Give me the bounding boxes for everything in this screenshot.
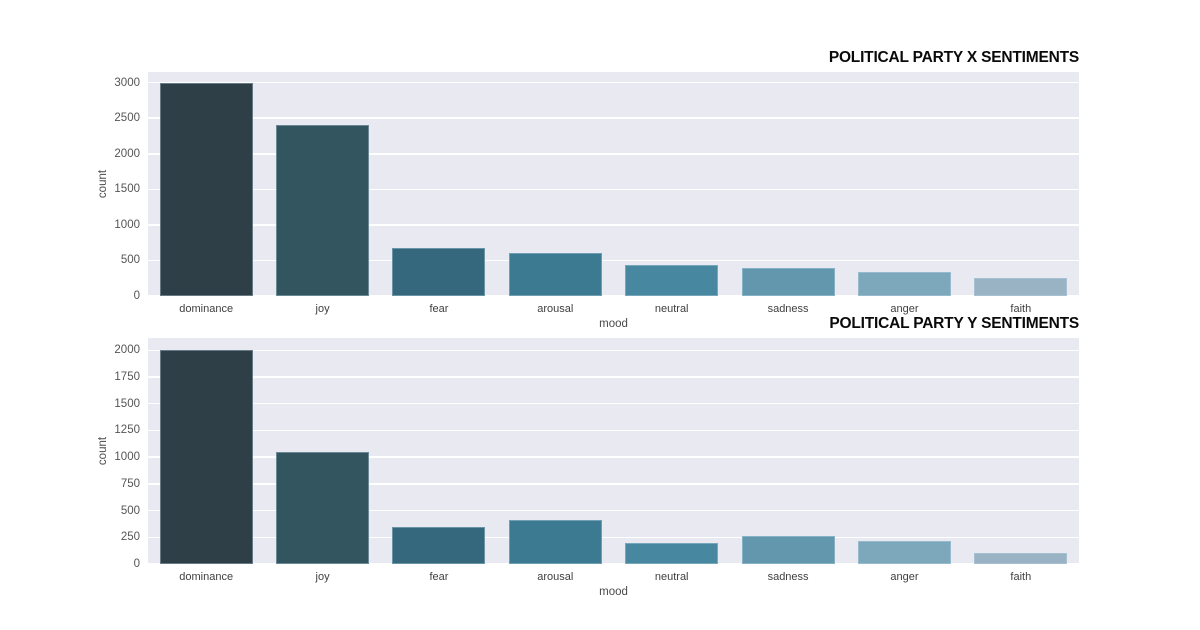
bar-joy bbox=[276, 125, 370, 296]
y-tick-label: 750 bbox=[120, 477, 140, 490]
plot-area-party-x: POLITICAL PARTY X SENTIMENTS count mood … bbox=[97, 49, 1079, 330]
gridline bbox=[148, 509, 1079, 512]
gridline bbox=[148, 81, 1079, 84]
x-tick-label: faith bbox=[1010, 571, 1032, 583]
gridline bbox=[148, 295, 1079, 297]
y-tick-label: 2500 bbox=[114, 112, 140, 125]
y-tick-label: 1000 bbox=[114, 218, 140, 231]
x-axis-label-mood: mood bbox=[599, 586, 628, 598]
gridline bbox=[148, 483, 1079, 485]
x-tick-label: sadness bbox=[767, 303, 809, 315]
y-tick-label: 1500 bbox=[114, 397, 140, 410]
y-axis-label-count: count bbox=[97, 436, 109, 466]
gridline bbox=[148, 188, 1079, 191]
gridline bbox=[148, 429, 1079, 432]
x-tick-label: joy bbox=[315, 571, 330, 583]
bar-neutral bbox=[625, 264, 719, 296]
bar-arousal bbox=[508, 252, 602, 296]
gridline bbox=[148, 349, 1079, 352]
bar-anger bbox=[857, 540, 951, 564]
y-tick-label: 1500 bbox=[114, 183, 140, 196]
x-tick-label: joy bbox=[315, 303, 330, 315]
gridline bbox=[148, 456, 1079, 458]
gridline bbox=[148, 402, 1079, 405]
gridline bbox=[148, 153, 1079, 155]
x-axis-label-mood: mood bbox=[599, 318, 628, 330]
bar-dominance bbox=[159, 350, 253, 564]
y-tick-label: 0 bbox=[133, 558, 140, 570]
y-tick-label: 1250 bbox=[114, 424, 140, 437]
bar-arousal bbox=[508, 519, 602, 564]
y-tick-label: 1750 bbox=[114, 371, 140, 384]
x-tick-label: arousal bbox=[537, 303, 574, 315]
x-tick-label: anger bbox=[890, 571, 919, 583]
x-tick-label: anger bbox=[890, 303, 919, 315]
x-tick-label: neutral bbox=[654, 571, 689, 583]
bar-sadness bbox=[741, 267, 835, 296]
y-tick-label: 2000 bbox=[114, 344, 140, 357]
gridline bbox=[148, 536, 1079, 539]
bar-dominance bbox=[159, 82, 253, 296]
bar-fear bbox=[392, 248, 486, 296]
gridline bbox=[148, 563, 1079, 565]
x-tick-label: neutral bbox=[654, 303, 689, 315]
x-tick-label: dominance bbox=[179, 303, 234, 315]
gridline bbox=[148, 117, 1079, 119]
x-tick-label: faith bbox=[1010, 303, 1032, 315]
x-tick-label: fear bbox=[429, 303, 449, 315]
y-tick-label: 0 bbox=[133, 290, 140, 302]
gridline bbox=[148, 376, 1079, 378]
gridline bbox=[148, 224, 1079, 226]
gridline bbox=[148, 259, 1079, 262]
y-tick-label: 500 bbox=[120, 504, 140, 517]
plot-area-party-y: POLITICAL PARTY Y SENTIMENTS count mood … bbox=[97, 315, 1079, 598]
y-axis-label-count: count bbox=[97, 169, 109, 199]
y-tick-label: 500 bbox=[120, 254, 140, 267]
bar-faith bbox=[974, 277, 1068, 296]
y-tick-label: 3000 bbox=[114, 76, 140, 89]
bar-faith bbox=[974, 553, 1068, 564]
y-tick-label: 250 bbox=[120, 531, 140, 544]
bar-joy bbox=[276, 451, 370, 564]
x-tick-label: dominance bbox=[179, 571, 234, 583]
bar-anger bbox=[857, 271, 951, 296]
x-tick-label: sadness bbox=[767, 571, 809, 583]
bar-sadness bbox=[741, 535, 835, 564]
bar-neutral bbox=[625, 542, 719, 564]
chart-title-party-y: POLITICAL PARTY Y SENTIMENTS bbox=[829, 315, 1079, 332]
x-tick-label: fear bbox=[429, 571, 449, 583]
y-tick-label: 1000 bbox=[114, 451, 140, 464]
y-tick-label: 2000 bbox=[114, 147, 140, 160]
x-tick-label: arousal bbox=[537, 571, 574, 583]
bar-fear bbox=[392, 526, 486, 564]
chart-title-party-x: POLITICAL PARTY X SENTIMENTS bbox=[828, 49, 1079, 66]
